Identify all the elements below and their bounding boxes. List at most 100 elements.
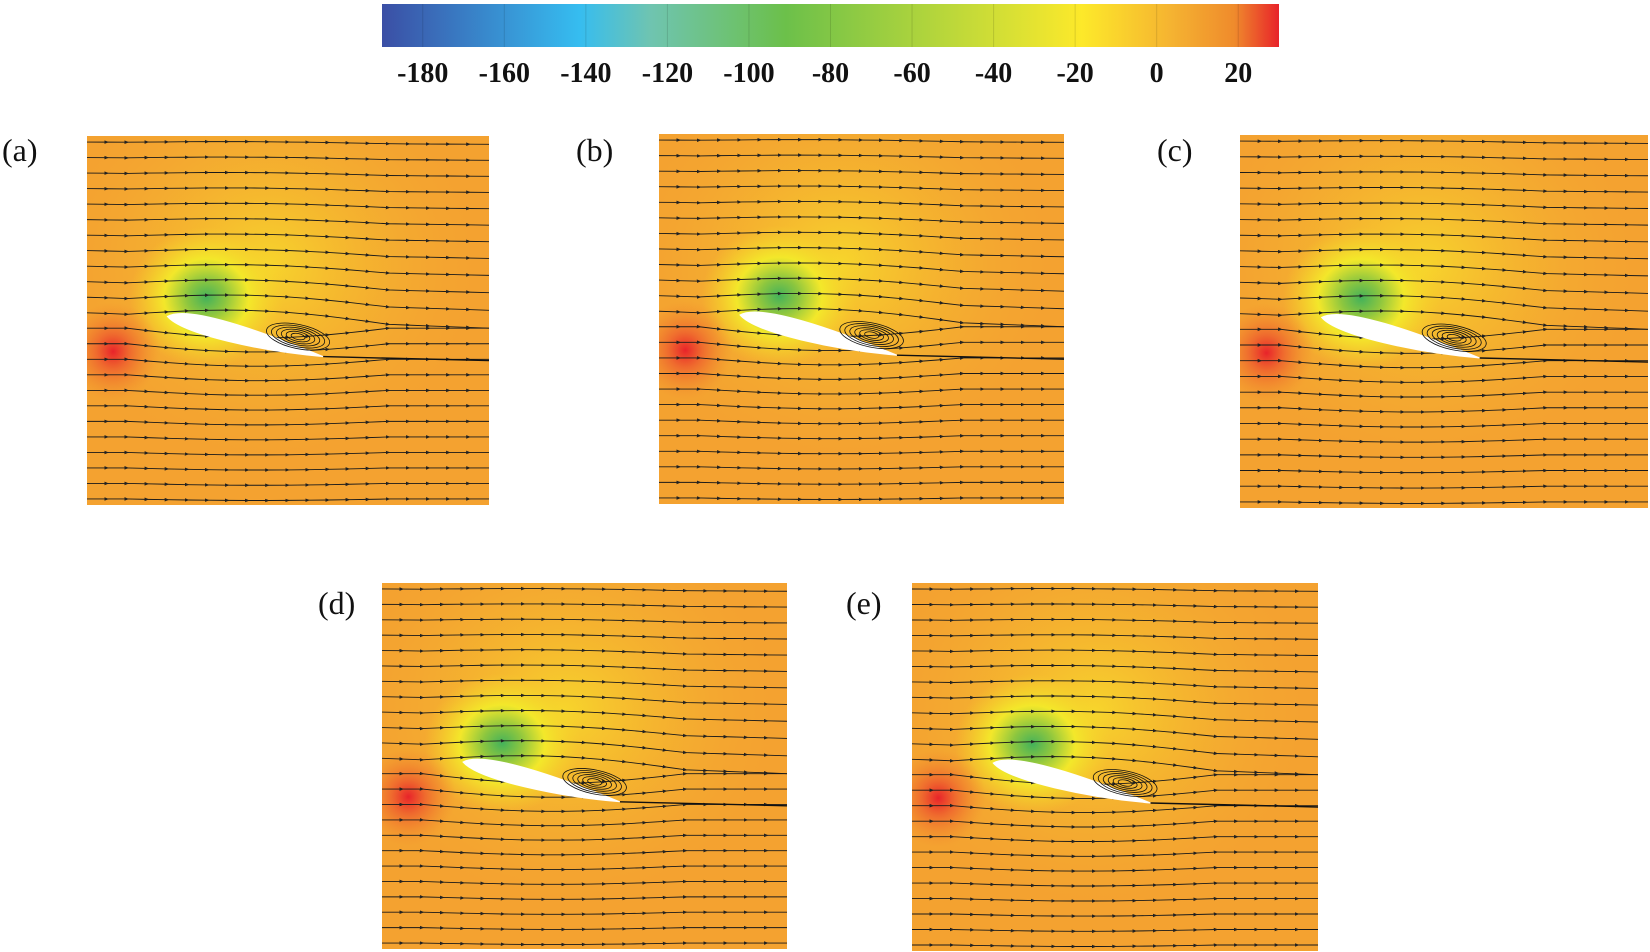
streamline	[382, 586, 787, 593]
wake-line	[896, 354, 1064, 360]
streamline	[87, 232, 489, 244]
streamline	[87, 201, 489, 211]
panel-label-b: (b)	[576, 132, 614, 168]
streamlines	[87, 139, 489, 503]
vortex-loop	[1097, 771, 1153, 795]
vortex-loop	[285, 330, 311, 343]
streamline	[87, 497, 489, 503]
vortex-loop	[854, 327, 889, 343]
streamline	[659, 387, 1064, 396]
streamline	[1240, 500, 1648, 506]
streamline	[659, 449, 1064, 456]
vortex-loop	[844, 323, 899, 347]
flow-panel-c	[1240, 135, 1648, 508]
streamline	[659, 371, 1064, 382]
streamline	[1240, 390, 1648, 399]
streamlines	[659, 137, 1064, 502]
streamline	[1240, 421, 1648, 429]
vortex-loop	[1112, 777, 1138, 789]
separation-vortex	[1421, 323, 1487, 352]
panel-label-d: (d)	[318, 585, 356, 621]
colorbar-tick: -80	[811, 58, 850, 89]
airfoil	[1320, 314, 1480, 359]
vortex-loop	[1107, 775, 1143, 791]
streamline	[659, 230, 1064, 242]
streamline	[1240, 293, 1648, 313]
colorbar-tick: -140	[560, 58, 612, 89]
colorbar-gradient	[382, 4, 1279, 47]
vortex-loop	[1102, 773, 1148, 793]
streamline	[382, 738, 787, 757]
streamline	[1240, 170, 1648, 178]
streamline	[912, 678, 1318, 690]
colorbar-tick: -60	[893, 58, 931, 89]
streamline	[912, 927, 1318, 934]
streamline	[1240, 453, 1648, 460]
streamline	[912, 709, 1318, 724]
vortex-loop	[839, 321, 904, 350]
separation-vortex	[839, 321, 904, 350]
streamlines	[382, 586, 787, 947]
airfoil	[739, 311, 898, 356]
streamline	[382, 925, 787, 932]
streamline	[382, 879, 787, 887]
flow-panel-a	[87, 136, 489, 505]
separation-vortex	[1092, 769, 1158, 797]
airfoil	[166, 313, 324, 358]
streamline	[1240, 468, 1648, 475]
flow-panel-e	[912, 583, 1318, 951]
separation-vortex	[266, 322, 331, 351]
vortex-loop	[1436, 329, 1472, 346]
streamline	[659, 433, 1064, 441]
streamline	[1240, 374, 1648, 385]
panel-label-c: (c)	[1157, 132, 1193, 168]
streamline	[382, 723, 787, 740]
streamline-plot-a	[87, 136, 489, 505]
streamline	[382, 833, 787, 842]
streamline	[382, 602, 787, 609]
streamline	[659, 245, 1064, 259]
streamline	[659, 168, 1064, 177]
vortex-loop	[577, 774, 612, 790]
streamline	[1240, 484, 1648, 490]
streamline	[87, 388, 489, 398]
airfoil	[992, 759, 1151, 804]
streamline-plot-b	[659, 134, 1064, 504]
streamline	[912, 602, 1318, 609]
colorbar-tick: -120	[641, 58, 694, 89]
wake-line	[1479, 357, 1648, 363]
vortex-loop	[572, 772, 617, 792]
streamline	[1240, 278, 1648, 295]
streamline	[87, 216, 489, 227]
streamline	[912, 850, 1318, 859]
colorbar-tick: -180	[397, 58, 449, 89]
streamline	[1240, 185, 1648, 194]
streamline	[912, 724, 1318, 741]
vortex-loop	[864, 331, 879, 339]
panel-label-a: (a)	[2, 132, 38, 168]
vortex-loop	[859, 329, 884, 341]
streamline	[912, 586, 1318, 593]
vortex-loop	[271, 324, 326, 349]
vortex-loop	[1092, 769, 1158, 797]
wake-line	[1150, 802, 1318, 808]
vortex-loop	[290, 332, 306, 341]
streamline	[87, 262, 489, 277]
pressure-colorbar	[382, 4, 1279, 47]
streamline-plot-d	[382, 583, 787, 949]
streamline	[87, 170, 489, 178]
streamline	[659, 480, 1064, 487]
vortex-loop	[587, 778, 602, 786]
vortex-loop	[1441, 331, 1467, 344]
streamline	[912, 896, 1318, 903]
vortex-loop	[1431, 327, 1477, 348]
vortex-loop	[1446, 333, 1462, 342]
flow-panel-b	[659, 134, 1064, 504]
streamline	[1240, 138, 1648, 146]
vortex-loop	[1117, 779, 1133, 787]
streamline	[912, 834, 1318, 844]
streamline	[1240, 437, 1648, 444]
streamline-plot-e	[912, 583, 1318, 951]
flow-panel-d	[382, 583, 787, 949]
vortex-loop	[1421, 323, 1487, 352]
